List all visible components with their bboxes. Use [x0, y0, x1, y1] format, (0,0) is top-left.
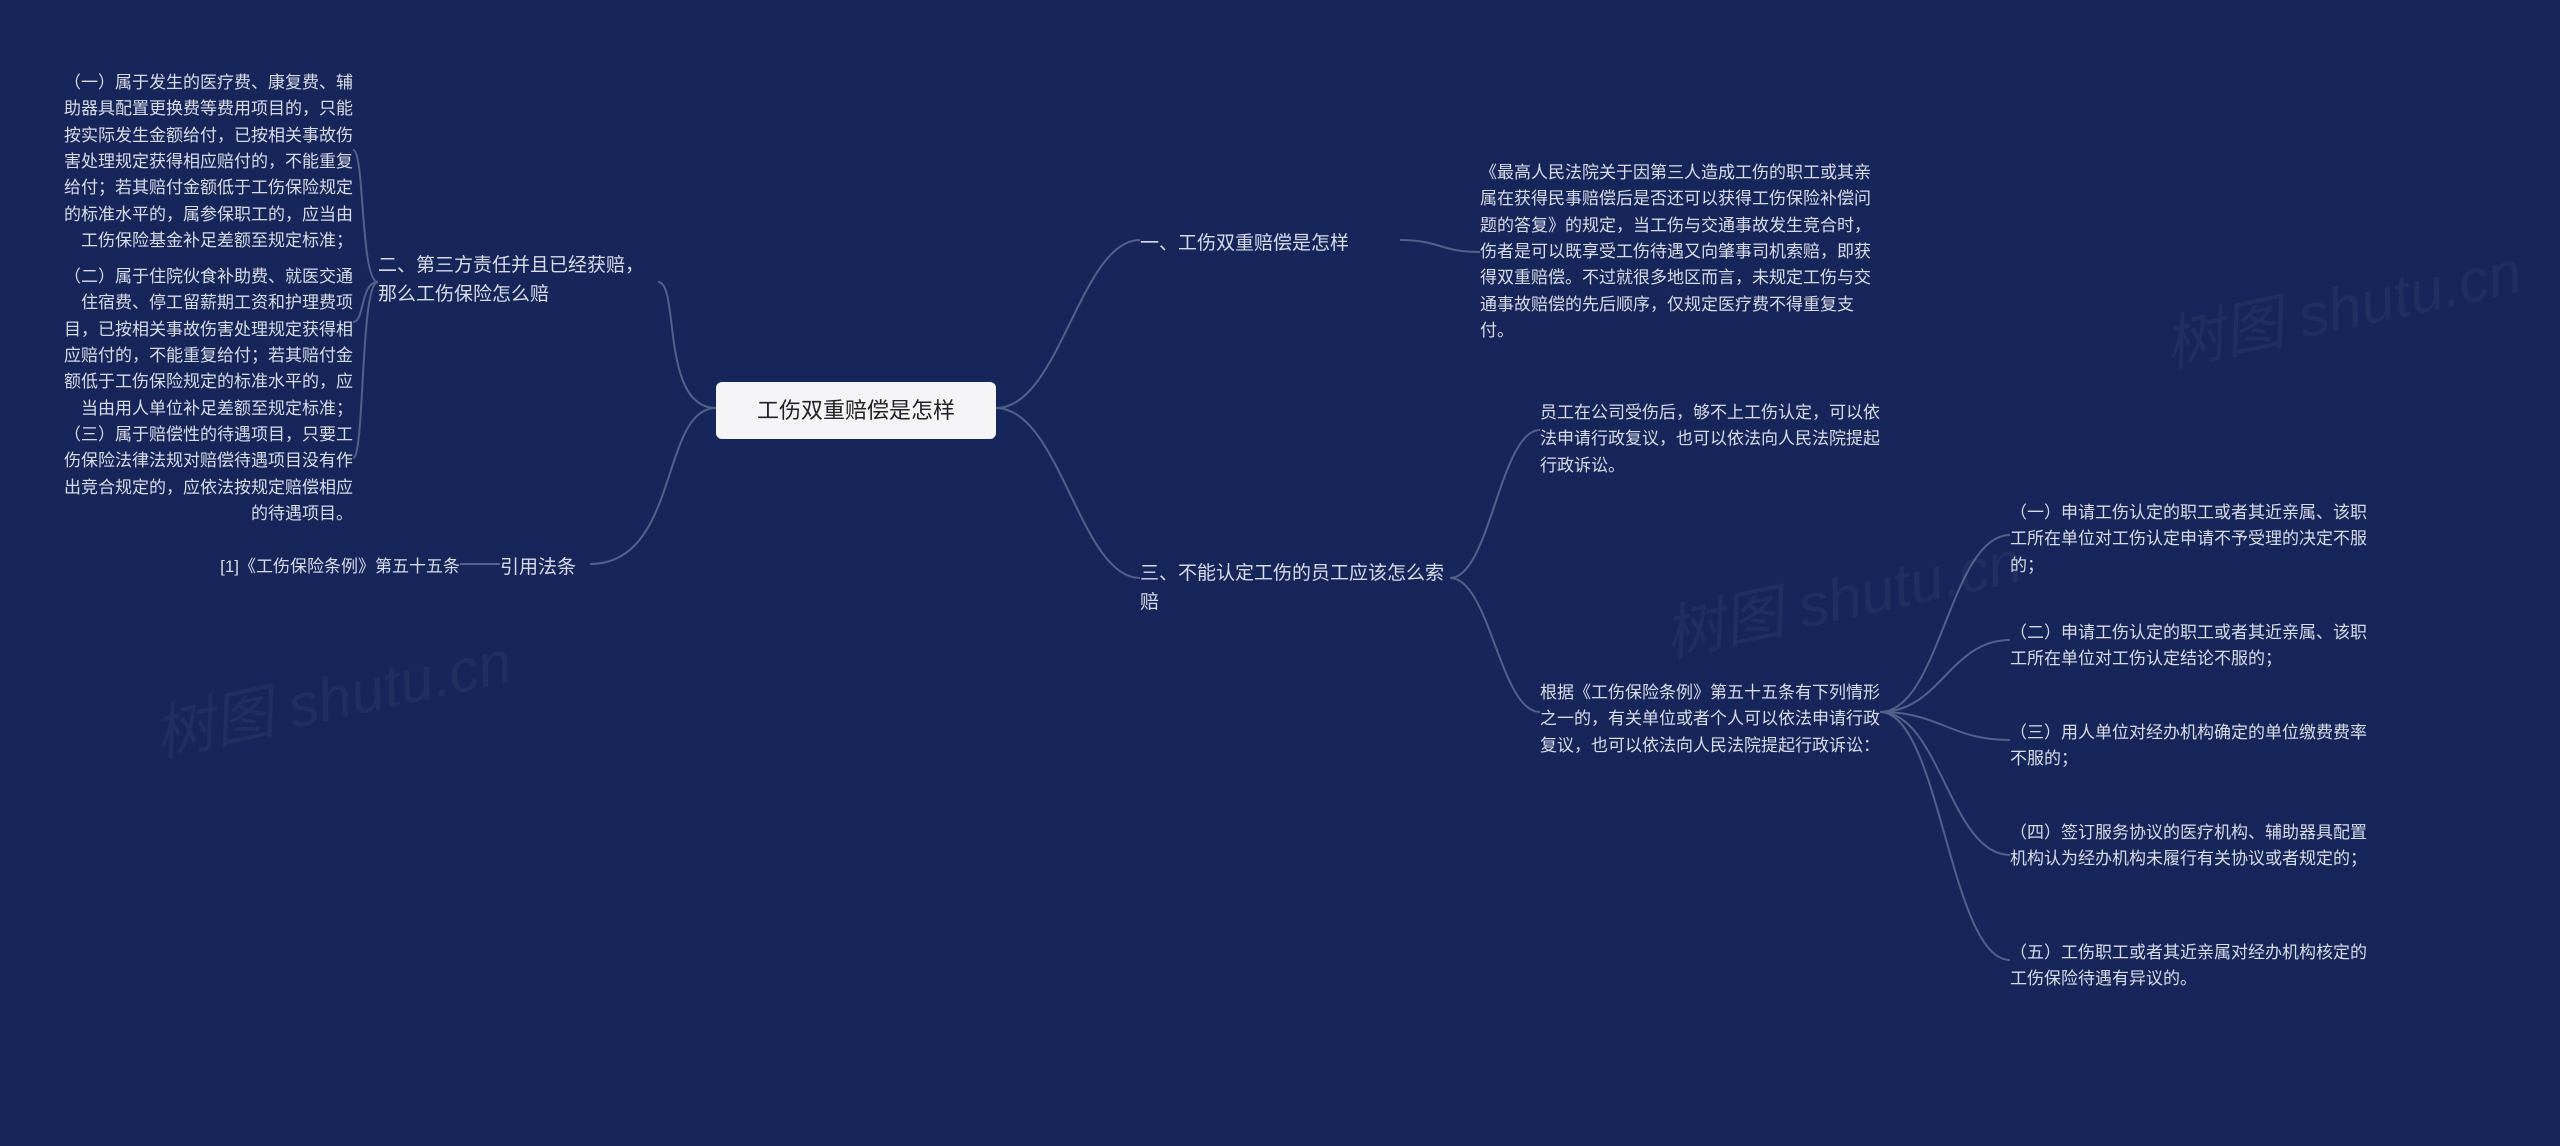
branch-2-leaf-3: （三）属于赔偿性的待遇项目，只要工伤保险法律法规对赔偿待遇项目没有作出竞合规定的…: [48, 422, 353, 527]
branch-ref-leaf-1: [1]《工伤保险条例》第五十五条: [180, 554, 460, 580]
branch-ref: 引用法条: [500, 554, 590, 583]
branch-1: 一、工伤双重赔偿是怎样: [1140, 230, 1400, 259]
branch-3-leaf-2-child-3: （三）用人单位对经办机构确定的单位缴费费率不服的；: [2010, 720, 2370, 773]
watermark-3: 树图 shutu.cn: [2155, 223, 2529, 384]
branch-3-leaf-2: 根据《工伤保险条例》第五十五条有下列情形之一的，有关单位或者个人可以依法申请行政…: [1540, 680, 1880, 759]
branch-3-leaf-2-child-2: （二）申请工伤认定的职工或者其近亲属、该职工所在单位对工伤认定结论不服的；: [2010, 620, 2370, 673]
branch-2-leaf-1: （一）属于发生的医疗费、康复费、辅助器具配置更换费等费用项目的，只能按实际发生金…: [48, 70, 353, 254]
branch-2-leaf-2: （二）属于住院伙食补助费、就医交通住宿费、停工留薪期工资和护理费项目，已按相关事…: [48, 264, 353, 422]
watermark-2: 树图 shutu.cn: [1655, 513, 2029, 674]
branch-3-leaf-2-child-4: （四）签订服务协议的医疗机构、辅助器具配置机构认为经办机构未履行有关协议或者规定…: [2010, 820, 2370, 873]
branch-3: 三、不能认定工伤的员工应该怎么索赔: [1140, 560, 1450, 617]
branch-3-leaf-1: 员工在公司受伤后，够不上工伤认定，可以依法申请行政复议，也可以依法向人民法院提起…: [1540, 400, 1880, 479]
branch-3-leaf-2-child-5: （五）工伤职工或者其近亲属对经办机构核定的工伤保险待遇有异议的。: [2010, 940, 2370, 993]
branch-3-leaf-2-child-1: （一）申请工伤认定的职工或者其近亲属、该职工所在单位对工伤认定申请不予受理的决定…: [2010, 500, 2370, 579]
watermark-1: 树图 shutu.cn: [145, 613, 519, 774]
branch-2: 二、第三方责任并且已经获赔，那么工伤保险怎么赔: [378, 252, 658, 309]
root-node: 工伤双重赔偿是怎样: [716, 382, 996, 439]
branch-1-leaf-1: 《最高人民法院关于因第三人造成工伤的职工或其亲属在获得民事赔偿后是否还可以获得工…: [1480, 160, 1880, 344]
